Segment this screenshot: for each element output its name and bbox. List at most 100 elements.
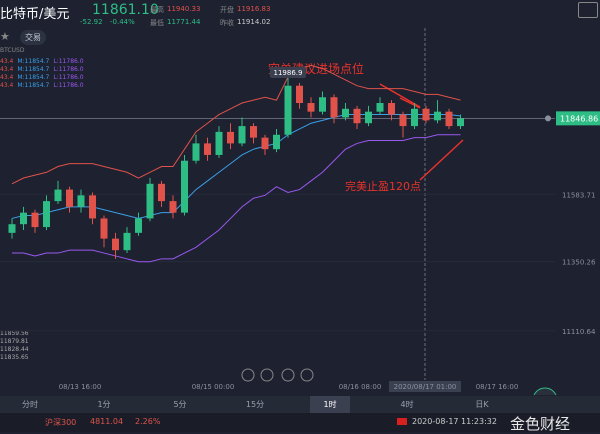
timeframe[interactable]: 分时	[22, 400, 38, 409]
candle-body	[399, 114, 407, 127]
candle-body	[54, 189, 62, 202]
indicator: L:11786.0	[53, 66, 84, 73]
indicator: 43.4	[0, 82, 14, 89]
indicator: 43.4	[0, 74, 14, 81]
max-tag	[270, 66, 306, 78]
candle-body	[376, 103, 384, 112]
alert-icon	[545, 115, 551, 122]
candle-body	[284, 85, 292, 135]
zoom-out[interactable]	[241, 368, 255, 382]
candle-body	[215, 131, 223, 155]
indicator-row: 43.4 M:11854.7 L:11786.0	[0, 58, 88, 66]
timeframe[interactable]: 5分	[173, 400, 187, 409]
candle-body	[411, 108, 418, 127]
candle-body	[66, 189, 73, 207]
indicator: M:11854.7	[17, 66, 50, 73]
timeframe[interactable]: 日K	[475, 400, 489, 409]
candle-body	[112, 238, 119, 251]
timeframe[interactable]: 4时	[400, 400, 414, 409]
arrow	[399, 97, 421, 109]
indicator: 43.4	[0, 66, 14, 73]
chart: 空单建议进场点位 完美止盈120点 62 % 11583.7111350.261…	[0, 28, 600, 395]
candle-body	[296, 85, 303, 104]
candle-body	[43, 201, 50, 228]
indicator: M:11854.7	[17, 58, 50, 65]
candle-body	[8, 224, 16, 233]
max-label: 11986.9	[274, 69, 303, 77]
left-value: 11835.65	[0, 354, 29, 361]
title: 比特币/美元	[0, 7, 70, 22]
left-values: 11859.56 11879.81 11828.44 11835.65	[0, 330, 29, 362]
candle-body	[445, 111, 453, 127]
candle-body	[192, 143, 200, 161]
zoom-in[interactable]	[300, 368, 314, 382]
x-label: 08/16 08:00	[339, 383, 382, 391]
indicator-row: 43.4 M:11854.7 L:11786.0	[0, 82, 88, 90]
candle-body	[353, 108, 361, 124]
annotation: 完美止盈120点	[345, 179, 421, 193]
candle-body	[31, 212, 39, 228]
value: 11940.33	[167, 5, 201, 13]
index-value: 4811.04	[90, 417, 124, 426]
candle-body	[273, 134, 280, 150]
star[interactable]: ★	[0, 30, 10, 43]
prev[interactable]	[260, 368, 274, 382]
candle-body	[204, 143, 211, 155]
y-tick-label: 11583.71	[562, 191, 595, 199]
candle-body	[388, 103, 395, 115]
candle-body	[238, 126, 246, 144]
gauge	[533, 387, 557, 395]
price: 11861.10	[92, 2, 159, 18]
value: 11914.02	[237, 18, 271, 26]
candle-body	[158, 183, 165, 202]
indicator: M:11854.7	[17, 82, 50, 89]
cursor-tag	[389, 381, 461, 392]
timeframe[interactable]: 15分	[245, 400, 265, 409]
label: 开盘	[220, 6, 234, 14]
candle-body	[319, 97, 326, 112]
band-line	[12, 134, 461, 263]
candle-body	[365, 111, 372, 124]
candle-body	[330, 97, 338, 118]
x-label: 08/17 16:00	[476, 383, 519, 391]
indicator-row: 43.4 M:11854.7 L:11786.0	[0, 74, 88, 82]
timeframe[interactable]: 1分	[97, 400, 111, 409]
change-pct: -0.44%	[110, 18, 135, 26]
value: 11916.83	[237, 5, 271, 13]
menu-button[interactable]	[578, 2, 598, 18]
brand: 金色财经	[510, 415, 571, 433]
left-value: 11828.44	[0, 346, 29, 353]
candle-body	[457, 118, 464, 127]
candle-body	[100, 218, 108, 239]
y-tick-label: 11350.26	[562, 259, 596, 267]
arrow	[379, 83, 421, 108]
flag	[397, 418, 407, 425]
change: -52.92	[80, 18, 103, 26]
x-label: 2020/08/17 01:00	[394, 383, 457, 391]
candle-body	[227, 131, 234, 144]
price-tag	[556, 111, 600, 126]
left-value: 11879.81	[0, 338, 29, 345]
label: 最高	[150, 6, 164, 14]
candle-body	[20, 212, 27, 225]
trade-button[interactable]: 交易	[20, 30, 46, 45]
x-label: 08/15 00:00	[192, 383, 235, 391]
indicator: M:11854.7	[17, 74, 50, 81]
next[interactable]	[281, 368, 295, 382]
candle-body	[250, 126, 257, 138]
indicator: 43.4	[0, 58, 14, 65]
indicators: 43.4 M:11854.7 L:11786.0 43.4 M:11854.7 L:117…	[0, 58, 88, 90]
index-change: 2.26%	[135, 417, 161, 426]
candle-body	[169, 201, 177, 213]
candle-body	[434, 111, 441, 121]
candle-body	[181, 160, 188, 213]
label: 昨收	[220, 19, 234, 27]
time: 2020-08-17 11:23:32	[412, 417, 497, 426]
candle-body	[342, 108, 349, 118]
candle-body	[135, 218, 142, 233]
x-label: 08/13 16:00	[59, 383, 102, 391]
top-bar: 比特币/美元 11861.10 -52.92 -0.44% 最高 11940.3…	[0, 0, 600, 28]
timeframe[interactable]: 1时	[310, 396, 350, 413]
last-price: 11846.86	[560, 114, 598, 123]
